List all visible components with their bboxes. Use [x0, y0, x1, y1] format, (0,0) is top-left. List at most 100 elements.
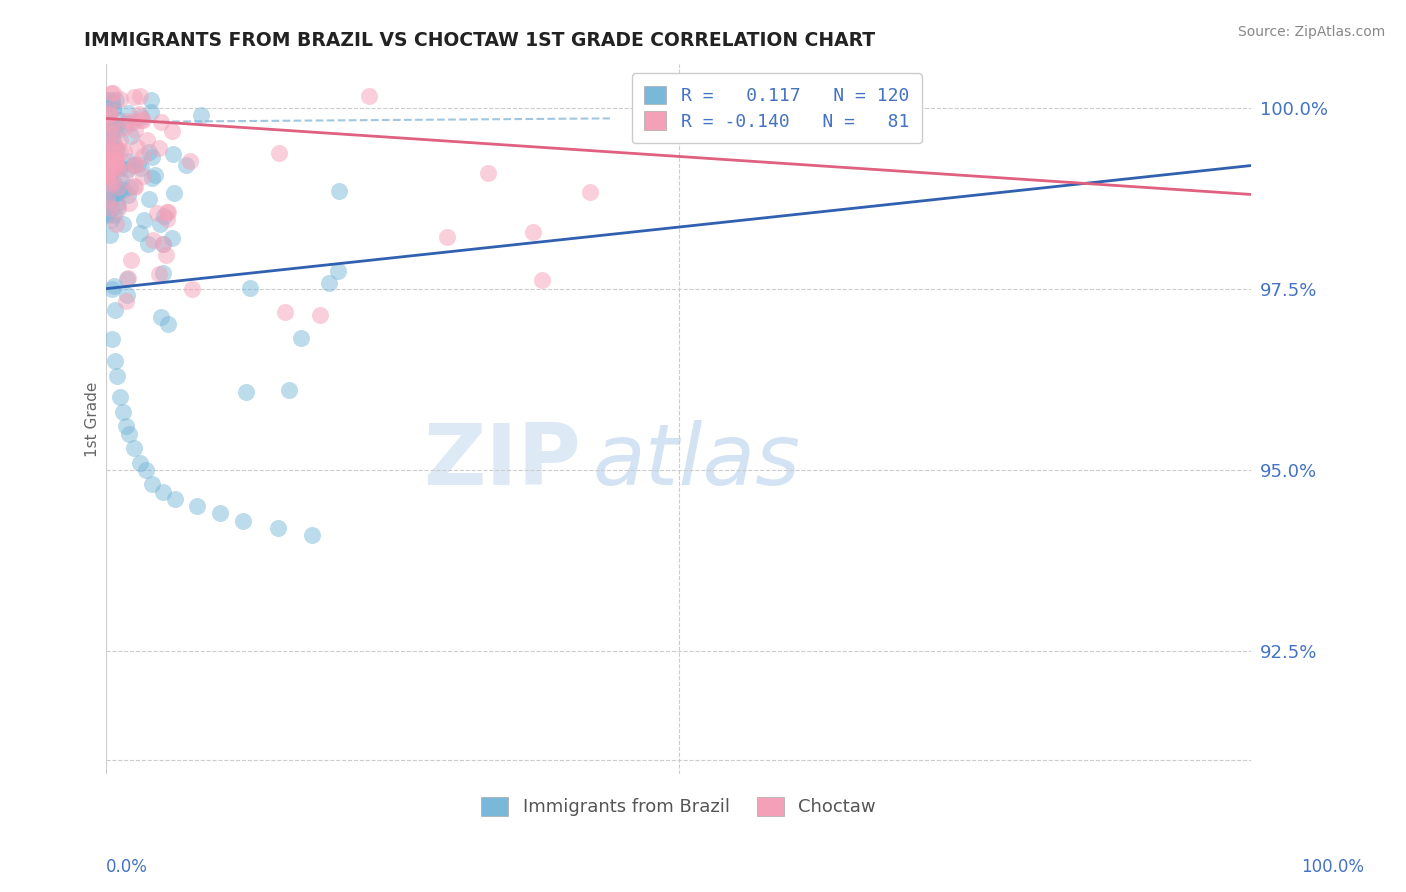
Point — [98, 170, 121, 185]
Point — [110, 182, 132, 196]
Point — [100, 118, 122, 132]
Point — [98, 142, 121, 156]
Point — [103, 154, 125, 169]
Point — [146, 205, 169, 219]
Point — [138, 145, 160, 160]
Point — [108, 390, 131, 404]
Point — [97, 152, 120, 166]
Point — [328, 184, 350, 198]
Point — [181, 282, 204, 296]
Point — [318, 276, 340, 290]
Point — [104, 157, 127, 171]
Point — [97, 207, 120, 221]
Text: 0.0%: 0.0% — [105, 858, 148, 876]
Point — [117, 271, 139, 285]
Point — [117, 114, 139, 128]
Point — [108, 133, 131, 147]
Point — [114, 165, 136, 179]
Point — [104, 120, 127, 134]
Point — [122, 179, 145, 194]
Point — [530, 273, 553, 287]
Point — [141, 477, 163, 491]
Point — [100, 193, 122, 207]
Point — [103, 208, 125, 222]
Point — [179, 154, 201, 169]
Point — [96, 93, 118, 107]
Text: atlas: atlas — [593, 420, 800, 503]
Point — [107, 199, 129, 213]
Point — [107, 123, 129, 137]
Point — [124, 180, 146, 194]
Point — [148, 267, 170, 281]
Point — [209, 506, 232, 520]
Point — [97, 117, 120, 131]
Point — [117, 196, 139, 211]
Point — [301, 528, 323, 542]
Point — [104, 354, 127, 368]
Point — [107, 112, 129, 127]
Point — [104, 148, 127, 162]
Point — [120, 128, 142, 143]
Point — [104, 303, 127, 318]
Point — [138, 192, 160, 206]
Point — [117, 162, 139, 177]
Point — [152, 209, 174, 223]
Point — [107, 143, 129, 157]
Point — [97, 208, 120, 222]
Point — [277, 384, 299, 398]
Point — [108, 159, 131, 173]
Point — [96, 193, 118, 207]
Point — [103, 279, 125, 293]
Point — [101, 135, 124, 149]
Point — [98, 163, 121, 178]
Point — [105, 368, 128, 383]
Point — [156, 205, 179, 219]
Point — [104, 153, 127, 168]
Point — [269, 146, 291, 161]
Point — [152, 236, 174, 251]
Point — [98, 200, 121, 214]
Point — [131, 113, 153, 128]
Point — [162, 124, 184, 138]
Point — [128, 107, 150, 121]
Text: IMMIGRANTS FROM BRAZIL VS CHOCTAW 1ST GRADE CORRELATION CHART: IMMIGRANTS FROM BRAZIL VS CHOCTAW 1ST GR… — [84, 31, 876, 50]
Point — [101, 145, 124, 159]
Point — [120, 180, 142, 194]
Point — [152, 484, 174, 499]
Point — [111, 183, 134, 197]
Point — [148, 141, 170, 155]
Point — [160, 231, 183, 245]
Point — [103, 176, 125, 190]
Point — [155, 205, 177, 219]
Point — [96, 169, 118, 183]
Point — [97, 124, 120, 138]
Point — [100, 145, 122, 160]
Text: Source: ZipAtlas.com: Source: ZipAtlas.com — [1237, 25, 1385, 39]
Point — [174, 158, 197, 172]
Point — [103, 153, 125, 167]
Point — [100, 139, 122, 153]
Point — [152, 266, 174, 280]
Point — [98, 176, 121, 190]
Point — [96, 168, 118, 182]
Point — [267, 521, 290, 535]
Point — [112, 217, 135, 231]
Point — [107, 186, 129, 200]
Point — [190, 108, 212, 122]
Point — [136, 236, 159, 251]
Point — [101, 178, 124, 193]
Point — [97, 164, 120, 178]
Point — [290, 331, 312, 345]
Point — [97, 108, 120, 122]
Point — [96, 110, 118, 124]
Point — [235, 385, 257, 400]
Point — [96, 193, 118, 207]
Point — [100, 131, 122, 145]
Point — [114, 120, 136, 135]
Point — [118, 426, 141, 441]
Point — [105, 185, 128, 199]
Point — [98, 122, 121, 136]
Point — [132, 212, 155, 227]
Point — [96, 93, 118, 107]
Point — [97, 128, 120, 142]
